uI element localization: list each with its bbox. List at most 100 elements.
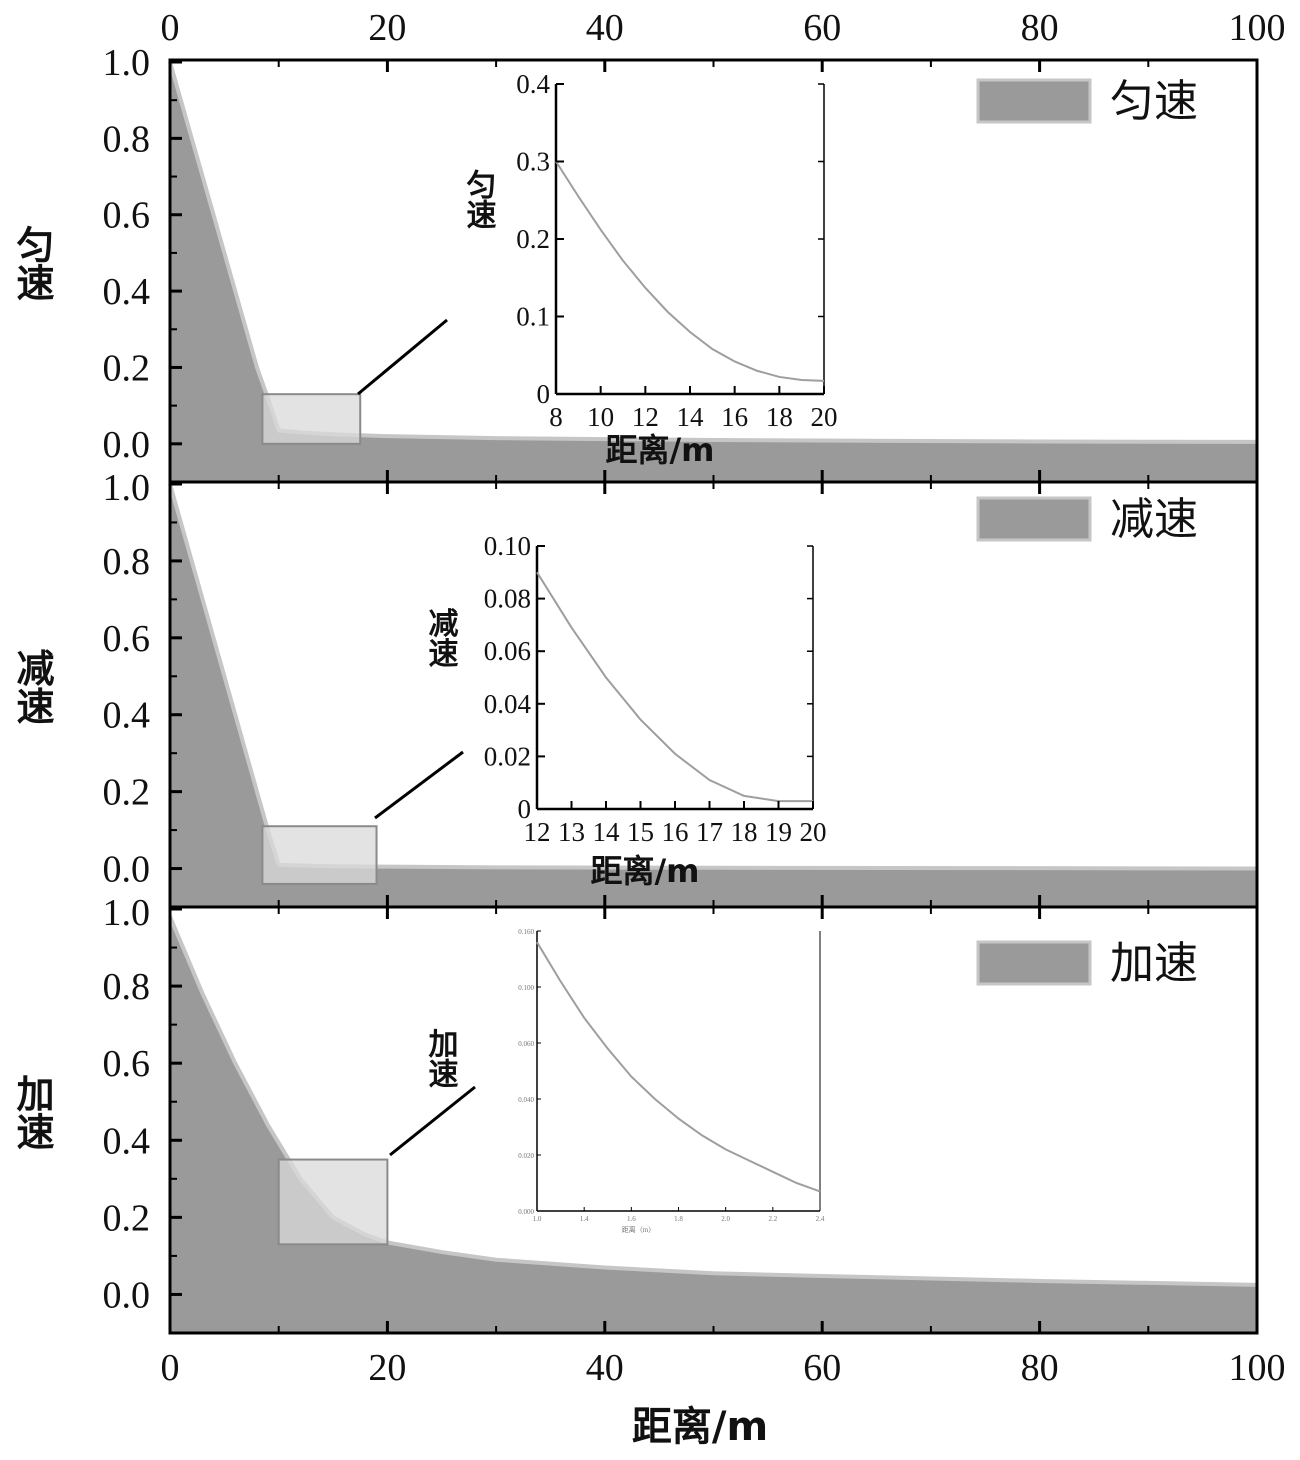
y-tick-label: 0.4 [103, 271, 151, 313]
y-tick-label: 0.2 [103, 1197, 151, 1239]
y-tick-label: 0.2 [103, 347, 151, 389]
inset-x-tick-label: 18 [731, 817, 758, 847]
inset-x-tick-label: 2.4 [816, 1215, 825, 1223]
x-tick-label-bottom: 100 [1229, 1347, 1286, 1389]
inset-y-title: 减速 [423, 608, 459, 669]
inset-x-tick-label: 17 [696, 817, 723, 847]
y-tick-label: 0.8 [103, 541, 151, 583]
inset-y-title: 匀速 [461, 169, 497, 230]
y-tick-label: 0.6 [103, 195, 151, 237]
y-tick-label: 1.0 [103, 42, 151, 84]
y-tick-label: 0.0 [103, 1274, 151, 1316]
y-axis-title: 减速 [10, 649, 54, 725]
inset-curve [555, 160, 825, 382]
panel-1: 1.00.80.60.40.20.00 20 40 60 80 100匀速匀速0.40.3… [10, 7, 1286, 484]
zoom-region-box [261, 825, 378, 885]
x-tick-label-top: 40 [586, 7, 624, 49]
legend-swatch [976, 496, 1092, 542]
inset-y-tick-label: 0.4 [516, 69, 550, 99]
inset-curve [536, 571, 813, 803]
inset-y-tick-label: 0.100 [518, 984, 534, 992]
inset-y-tick-label: 0.3 [516, 147, 550, 177]
inset-x-tick-label: 12 [524, 817, 551, 847]
inset-background [537, 931, 820, 1211]
y-tick-label: 0.4 [103, 1120, 151, 1162]
x-tick-label-bottom: 60 [803, 1347, 841, 1389]
inset-x-tick-label: 14 [677, 402, 705, 432]
inset-y-tick-label: 0.1 [516, 302, 550, 332]
x-axis-title: 距离/m [632, 1404, 768, 1450]
inset-x-tick-label: 14 [593, 817, 621, 847]
x-tick-label-top: 0 [161, 7, 180, 49]
y-tick-label: 0.4 [103, 695, 151, 737]
inset-curve [536, 941, 821, 1193]
y-tick-label: 0.6 [103, 618, 151, 660]
legend-swatch [976, 940, 1092, 986]
inset-y-tick-label: 0.2 [516, 224, 550, 254]
zoom-connector-line [357, 318, 448, 396]
inset-x-tick-label: 10 [587, 402, 614, 432]
x-tick-label-top: 100 [1229, 7, 1286, 49]
inset-y-tick-label: 0.10 [484, 531, 531, 561]
inset-x-title: 距离（m） [622, 1225, 655, 1234]
inset-x-tick-label: 20 [800, 817, 827, 847]
inset-y-tick-label: 0.040 [518, 1096, 534, 1104]
zoom-connector-line [389, 1085, 476, 1157]
y-tick-label: 1.0 [103, 892, 151, 934]
inset-x-tick-label: 19 [765, 817, 792, 847]
inset-x-tick-label: 8 [549, 402, 563, 432]
inset-y-tick-label: 0.08 [484, 584, 531, 614]
inset-x-tick-label: 15 [627, 817, 654, 847]
x-tick-label-top: 60 [803, 7, 841, 49]
legend-label: 加速 [1110, 938, 1198, 989]
inset-x-tick-label: 16 [721, 402, 748, 432]
inset-x-tick-label: 2.2 [768, 1215, 777, 1223]
y-tick-label: 0.0 [103, 424, 151, 466]
x-tick-label-bottom: 80 [1021, 1347, 1059, 1389]
inset-x-tick-label: 1.8 [674, 1215, 683, 1223]
x-tick-label-top: 20 [368, 7, 406, 49]
inset-y-tick-label: 0 [537, 379, 551, 409]
panel-2: 1.00.80.60.40.20.0减速减速0.100.080.060.040.… [10, 467, 1259, 909]
y-tick-label: 0.8 [103, 966, 151, 1008]
panel-3: 1.00.80.60.40.20.00 20 40 60 80 100距离/m加速加速0.… [10, 892, 1286, 1450]
y-tick-label: 0.2 [103, 772, 151, 814]
zoom-region-box [277, 1158, 389, 1246]
y-tick-label: 1.0 [103, 467, 151, 509]
x-tick-label-bottom: 20 [368, 1347, 406, 1389]
inset-x-tick-label: 20 [811, 402, 838, 432]
x-tick-label-top: 80 [1021, 7, 1059, 49]
inset-y-tick-label: 0.04 [484, 689, 532, 719]
legend-swatch [976, 78, 1092, 124]
inset-y-tick-label: 0.02 [484, 741, 531, 771]
inset-y-tick-label: 0.000 [518, 1208, 534, 1216]
inset-x-title: 距离/m [590, 852, 699, 890]
inset-x-tick-label: 1.6 [627, 1215, 636, 1223]
y-axis-title: 匀速 [10, 225, 54, 301]
inset-y-tick-label: 0.160 [518, 928, 534, 936]
legend-label: 减速 [1110, 494, 1198, 545]
x-tick-label-bottom: 0 [161, 1347, 180, 1389]
y-tick-label: 0.6 [103, 1043, 151, 1085]
y-tick-label: 0.0 [103, 849, 151, 891]
area-series [170, 916, 1257, 1333]
inset-chart: 0.10 0.08 0.06 0.04 0.02 012 13 14 15 16 17 18 19 20 距… [423, 531, 827, 890]
inset-x-tick-label: 2.0 [721, 1215, 730, 1223]
inset-background [537, 546, 813, 809]
x-tick-label-bottom: 40 [586, 1347, 624, 1389]
inset-x-tick-label: 1.4 [580, 1215, 589, 1223]
inset-x-tick-label: 18 [766, 402, 793, 432]
y-tick-label: 0.8 [103, 118, 151, 160]
inset-x-tick-label: 13 [558, 817, 585, 847]
inset-x-tick-label: 12 [632, 402, 659, 432]
inset-y-tick-label: 0.06 [484, 636, 531, 666]
inset-x-title: 距离/m [605, 431, 714, 469]
legend-label: 匀速 [1110, 76, 1198, 127]
zoom-connector-line [374, 750, 464, 820]
inset-x-tick-label: 16 [662, 817, 689, 847]
inset-y-tick-label: 0.020 [518, 1152, 534, 1160]
inset-y-title: 加速 [423, 1028, 459, 1089]
